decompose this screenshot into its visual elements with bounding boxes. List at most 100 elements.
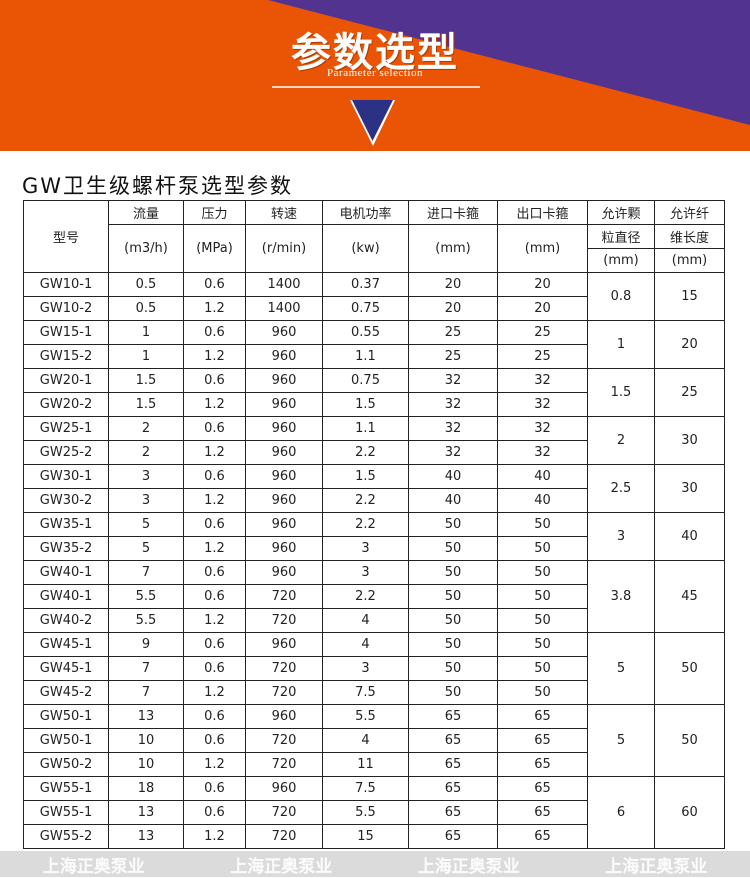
cell-power: 4 [322, 728, 409, 753]
cell-flow: 5 [108, 536, 184, 561]
cell-speed: 1400 [245, 272, 323, 297]
cell-pressure: 0.6 [183, 776, 246, 801]
cell-particle: 5 [587, 632, 655, 705]
cell-pressure: 0.6 [183, 632, 246, 657]
cell-outlet: 65 [497, 752, 588, 777]
cell-outlet: 32 [497, 368, 588, 393]
cell-flow: 5.5 [108, 584, 184, 609]
cell-inlet: 50 [408, 584, 498, 609]
table-row: GW45-2 7 1.2 720 7.5 50 50 [23, 680, 725, 705]
table-row: GW20-2 1.5 1.2 960 1.5 32 32 [23, 392, 725, 417]
cell-inlet: 65 [408, 776, 498, 801]
cell-model: GW35-1 [23, 512, 109, 537]
cell-flow: 5 [108, 512, 184, 537]
cell-fiber: 25 [654, 368, 725, 417]
cell-outlet: 50 [497, 560, 588, 585]
cell-outlet: 65 [497, 800, 588, 825]
table-row: GW40-1 5.5 0.6 720 2.2 50 50 [23, 584, 725, 609]
cell-power: 11 [322, 752, 409, 777]
cell-flow: 1.5 [108, 368, 184, 393]
cell-pressure: 0.6 [183, 464, 246, 489]
header-particle-unit: (mm) [587, 248, 655, 273]
table-row: GW40-1 7 0.6 960 3 50 50 3.8 45 [23, 560, 725, 633]
cell-outlet: 50 [497, 656, 588, 681]
header-fiber-2: 维长度 [654, 224, 725, 249]
cell-power: 5.5 [322, 704, 409, 729]
cell-outlet: 65 [497, 776, 588, 801]
cell-power: 3 [322, 656, 409, 681]
cell-flow: 10 [108, 728, 184, 753]
header-outlet: 出口卡箍 [497, 200, 588, 225]
selection-table: 型号 流量 压力 转速 电机功率 进口卡箍 出口卡箍 允许颗 允许纤 (m3/h… [23, 200, 725, 849]
table-row: GW55-1 18 0.6 960 7.5 65 65 6 60 [23, 776, 725, 849]
watermark-text: 上海正奥泵业 [42, 856, 145, 877]
cell-flow: 0.5 [108, 296, 184, 321]
cell-inlet: 32 [408, 368, 498, 393]
cell-model: GW55-1 [23, 800, 109, 825]
cell-outlet: 25 [497, 344, 588, 369]
cell-model: GW55-2 [23, 824, 109, 849]
cell-pressure: 1.2 [183, 824, 246, 849]
cell-power: 3 [322, 560, 409, 585]
purple-diagonal [268, 0, 750, 125]
table-row: GW10-2 0.5 1.2 1400 0.75 20 20 [23, 296, 725, 321]
cell-model: GW10-1 [23, 272, 109, 297]
cell-model: GW55-1 [23, 776, 109, 801]
cell-model: GW30-1 [23, 464, 109, 489]
cell-power: 2.2 [322, 584, 409, 609]
cell-outlet: 20 [497, 296, 588, 321]
cell-speed: 960 [245, 512, 323, 537]
cell-power: 2.2 [322, 488, 409, 513]
cell-power: 2.2 [322, 512, 409, 537]
cell-outlet: 65 [497, 704, 588, 729]
cell-flow: 9 [108, 632, 184, 657]
table-row: GW10-1 0.5 0.6 1400 0.37 20 20 0.8 15 [23, 272, 725, 321]
cell-outlet: 32 [497, 392, 588, 417]
cell-speed: 960 [245, 416, 323, 441]
cell-outlet: 40 [497, 488, 588, 513]
cell-pressure: 0.6 [183, 800, 246, 825]
cell-pressure: 1.2 [183, 752, 246, 777]
cell-pressure: 0.6 [183, 320, 246, 345]
cell-particle: 1.5 [587, 368, 655, 417]
cell-speed: 960 [245, 488, 323, 513]
header-row: (m3/h) (MPa) (r/min) (kw) (mm) (mm) 粒直径 … [24, 224, 725, 273]
table-row: GW45-1 7 0.6 720 3 50 50 [23, 656, 725, 681]
cell-pressure: 0.6 [183, 704, 246, 729]
cell-model: GW35-2 [23, 536, 109, 561]
cell-outlet: 50 [497, 536, 588, 561]
table-row: GW25-2 2 1.2 960 2.2 32 32 [23, 440, 725, 465]
cell-pressure: 0.6 [183, 656, 246, 681]
cell-model: GW15-1 [23, 320, 109, 345]
cell-speed: 720 [245, 656, 323, 681]
banner-graphic [268, 0, 750, 146]
cell-pressure: 1.2 [183, 440, 246, 465]
cell-speed: 720 [245, 608, 323, 633]
cell-speed: 960 [245, 320, 323, 345]
table-row: GW20-1 1.5 0.6 960 0.75 32 32 1.5 25 [23, 368, 725, 417]
header-inlet-unit: (mm) [408, 224, 498, 273]
cell-inlet: 40 [408, 488, 498, 513]
header-speed-unit: (r/min) [245, 224, 323, 273]
header-pressure: 压力 [183, 200, 246, 225]
cell-power: 7.5 [322, 776, 409, 801]
cell-outlet: 32 [497, 416, 588, 441]
cell-pressure: 0.6 [183, 368, 246, 393]
table-row: GW15-1 1 0.6 960 0.55 25 25 1 20 [23, 320, 725, 369]
cell-pressure: 0.6 [183, 512, 246, 537]
cell-power: 1.1 [322, 344, 409, 369]
watermark-text: 上海正奥泵业 [417, 856, 520, 877]
arrow-down-icon-fill [352, 100, 393, 141]
cell-model: GW50-1 [23, 704, 109, 729]
cell-pressure: 1.2 [183, 608, 246, 633]
cell-speed: 1400 [245, 296, 323, 321]
cell-flow: 2 [108, 416, 184, 441]
table-row: GW15-2 1 1.2 960 1.1 25 25 [23, 344, 725, 369]
cell-fiber: 30 [654, 416, 725, 465]
table-row: GW45-1 9 0.6 960 4 50 50 5 50 [23, 632, 725, 705]
cell-speed: 720 [245, 584, 323, 609]
cell-speed: 960 [245, 704, 323, 729]
section-subtitle: Parameter selection [327, 67, 423, 79]
cell-speed: 960 [245, 776, 323, 801]
table-row: GW40-2 5.5 1.2 720 4 50 50 [23, 608, 725, 633]
